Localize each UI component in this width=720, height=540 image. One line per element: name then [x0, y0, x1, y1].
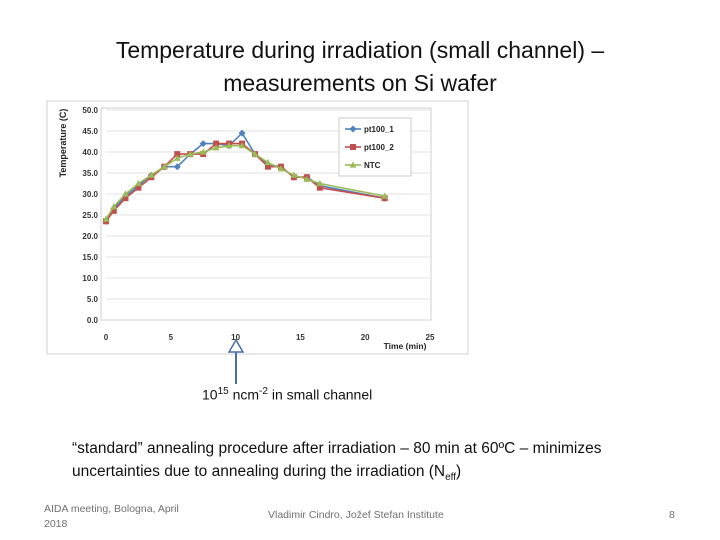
data-point	[238, 142, 246, 149]
data-point	[264, 158, 272, 166]
fluence-unit: ncm	[232, 386, 260, 403]
data-point	[160, 163, 168, 170]
data-point	[174, 151, 181, 158]
footer-author: Vladimir Cindro, Jožef Stefan Institute	[268, 509, 444, 521]
y-tick-label: 20.0	[82, 232, 98, 241]
data-point	[316, 184, 323, 191]
title-line-1: Temperature during irradiation (small ch…	[115, 37, 605, 63]
data-point	[316, 179, 324, 187]
data-point	[303, 175, 311, 182]
data-point	[199, 148, 207, 155]
data-point	[135, 179, 142, 187]
data-point	[225, 142, 233, 149]
data-point	[186, 150, 194, 157]
fluence-exponent: 15	[217, 386, 229, 397]
y-tick-label: 45.0	[82, 127, 98, 136]
x-axis-label: Time (min)	[384, 341, 427, 351]
y-axis-label: Temperature (C)	[58, 109, 68, 178]
fluence-unit-exponent: -2	[259, 386, 268, 397]
grid	[106, 109, 430, 321]
data-point	[277, 165, 285, 172]
y-tick-label: 35.0	[82, 169, 98, 178]
fluence-base: 10	[202, 386, 218, 403]
data-point	[102, 215, 110, 222]
y-tick-labels: 0.0 5.0 10.0 15.0 20.0 25.0 30.0 35.0 40.0 45.0 50…	[82, 106, 98, 325]
x-tick-label: 15	[296, 333, 305, 342]
data-point	[238, 129, 246, 137]
y-tick-label: 30.0	[82, 190, 98, 199]
data-point	[212, 144, 220, 151]
x-tick-label: 0	[104, 333, 109, 342]
body-line-1: “standard” annealing procedure after irr…	[72, 440, 602, 457]
fluence-label: 1015 ncm-2 in small channel	[202, 386, 372, 403]
legend-marker	[349, 125, 357, 133]
legend-entry: NTC	[345, 161, 381, 170]
y-tick-label: 0.0	[87, 316, 99, 325]
neff-subscript: eff	[445, 472, 457, 484]
y-tick-label: 50.0	[82, 106, 98, 115]
body-line-2: uncertainties due to annealing during th…	[72, 460, 672, 489]
data-point	[173, 163, 181, 171]
legend-marker	[349, 161, 357, 168]
legend-label: NTC	[364, 161, 381, 170]
data-point	[265, 163, 271, 170]
title-line-2: measurements on Si wafer	[223, 70, 497, 96]
fluence-rest: in small channel	[271, 386, 373, 403]
x-tick-labels: 0 5 10 15 20 25	[104, 333, 435, 342]
x-tick-label: 25	[426, 333, 435, 342]
series-NTC	[102, 142, 389, 222]
legend-label: pt100_1	[364, 125, 394, 134]
arrow-icon	[227, 338, 245, 384]
x-tick-label: 5	[169, 333, 174, 342]
data-point	[122, 190, 129, 197]
data-point	[122, 195, 129, 202]
body-text: “standard” annealing procedure after irr…	[72, 437, 672, 489]
legend: pt100_1 pt100_2 NTC	[338, 117, 412, 177]
data-point	[110, 207, 117, 214]
legend-entry: pt100_2	[345, 143, 394, 152]
data-point	[251, 150, 259, 157]
slide-title: Temperature during irradiation (small ch…	[40, 34, 680, 100]
data-point	[147, 171, 155, 178]
body-line-2-end: )	[456, 463, 462, 480]
data-point	[199, 140, 207, 148]
footer-event: AIDA meeting, Bologna, April 2018	[44, 503, 179, 530]
y-tick-label: 25.0	[82, 211, 98, 220]
data-point	[290, 171, 298, 178]
y-tick-label: 15.0	[82, 253, 98, 262]
data-point	[381, 192, 389, 199]
y-tick-label: 10.0	[82, 274, 98, 283]
data-point	[173, 154, 181, 161]
data-point	[110, 203, 118, 210]
page-number: 8	[669, 509, 675, 521]
y-tick-label: 40.0	[82, 148, 98, 157]
data-point	[135, 184, 142, 191]
legend-label: pt100_2	[364, 143, 394, 152]
x-tick-label: 20	[361, 333, 370, 342]
x-tick-label: 10	[231, 333, 240, 342]
y-tick-label: 5.0	[87, 295, 99, 304]
data-point	[213, 140, 220, 147]
legend-entry: pt100_1	[345, 125, 394, 134]
body-line-2-main: uncertainties due to annealing during th…	[72, 463, 446, 480]
series-layer	[102, 129, 389, 225]
legend-marker	[350, 144, 356, 150]
